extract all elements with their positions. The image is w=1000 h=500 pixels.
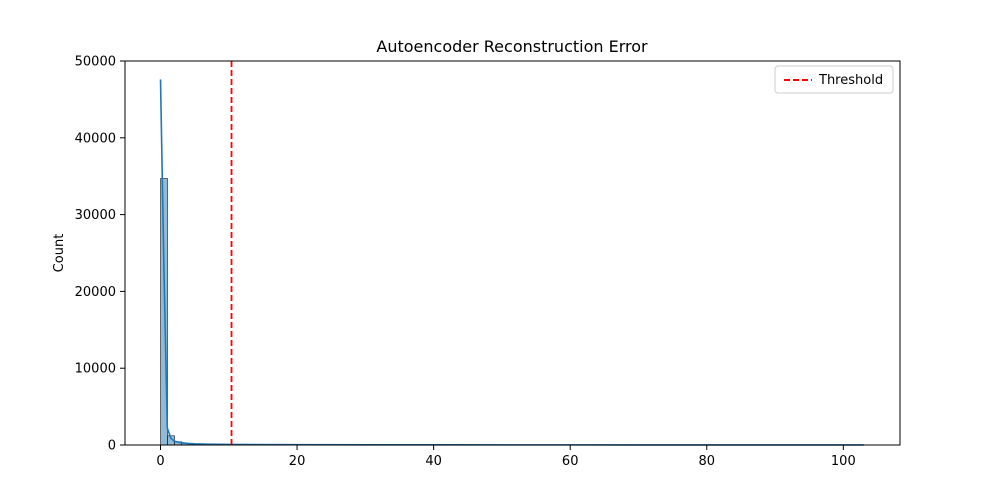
x-tick-label: 0 [156, 454, 164, 469]
y-tick-label: 40000 [75, 131, 116, 146]
x-axis-ticks: 0 20 40 60 80 100 [156, 445, 856, 469]
plot-frame [124, 60, 901, 446]
x-tick-label: 60 [562, 454, 579, 469]
y-axis-ticks: 0 10000 20000 30000 40000 50000 [75, 55, 125, 454]
y-tick-label: 20000 [75, 285, 116, 300]
chart-title: Autoencoder Reconstruction Error [376, 37, 648, 56]
x-tick-label: 40 [425, 454, 442, 469]
y-tick-label: 30000 [75, 208, 116, 223]
y-tick-label: 10000 [75, 362, 116, 377]
legend: Threshold [774, 65, 894, 94]
y-axis-label: Count [52, 234, 67, 273]
x-tick-label: 80 [698, 454, 715, 469]
legend-threshold-label: Threshold [818, 73, 883, 88]
y-tick-label: 0 [108, 439, 116, 454]
x-tick-label: 20 [289, 454, 306, 469]
x-tick-label: 100 [831, 454, 856, 469]
y-tick-label: 50000 [75, 55, 116, 70]
legend-box [774, 65, 894, 94]
